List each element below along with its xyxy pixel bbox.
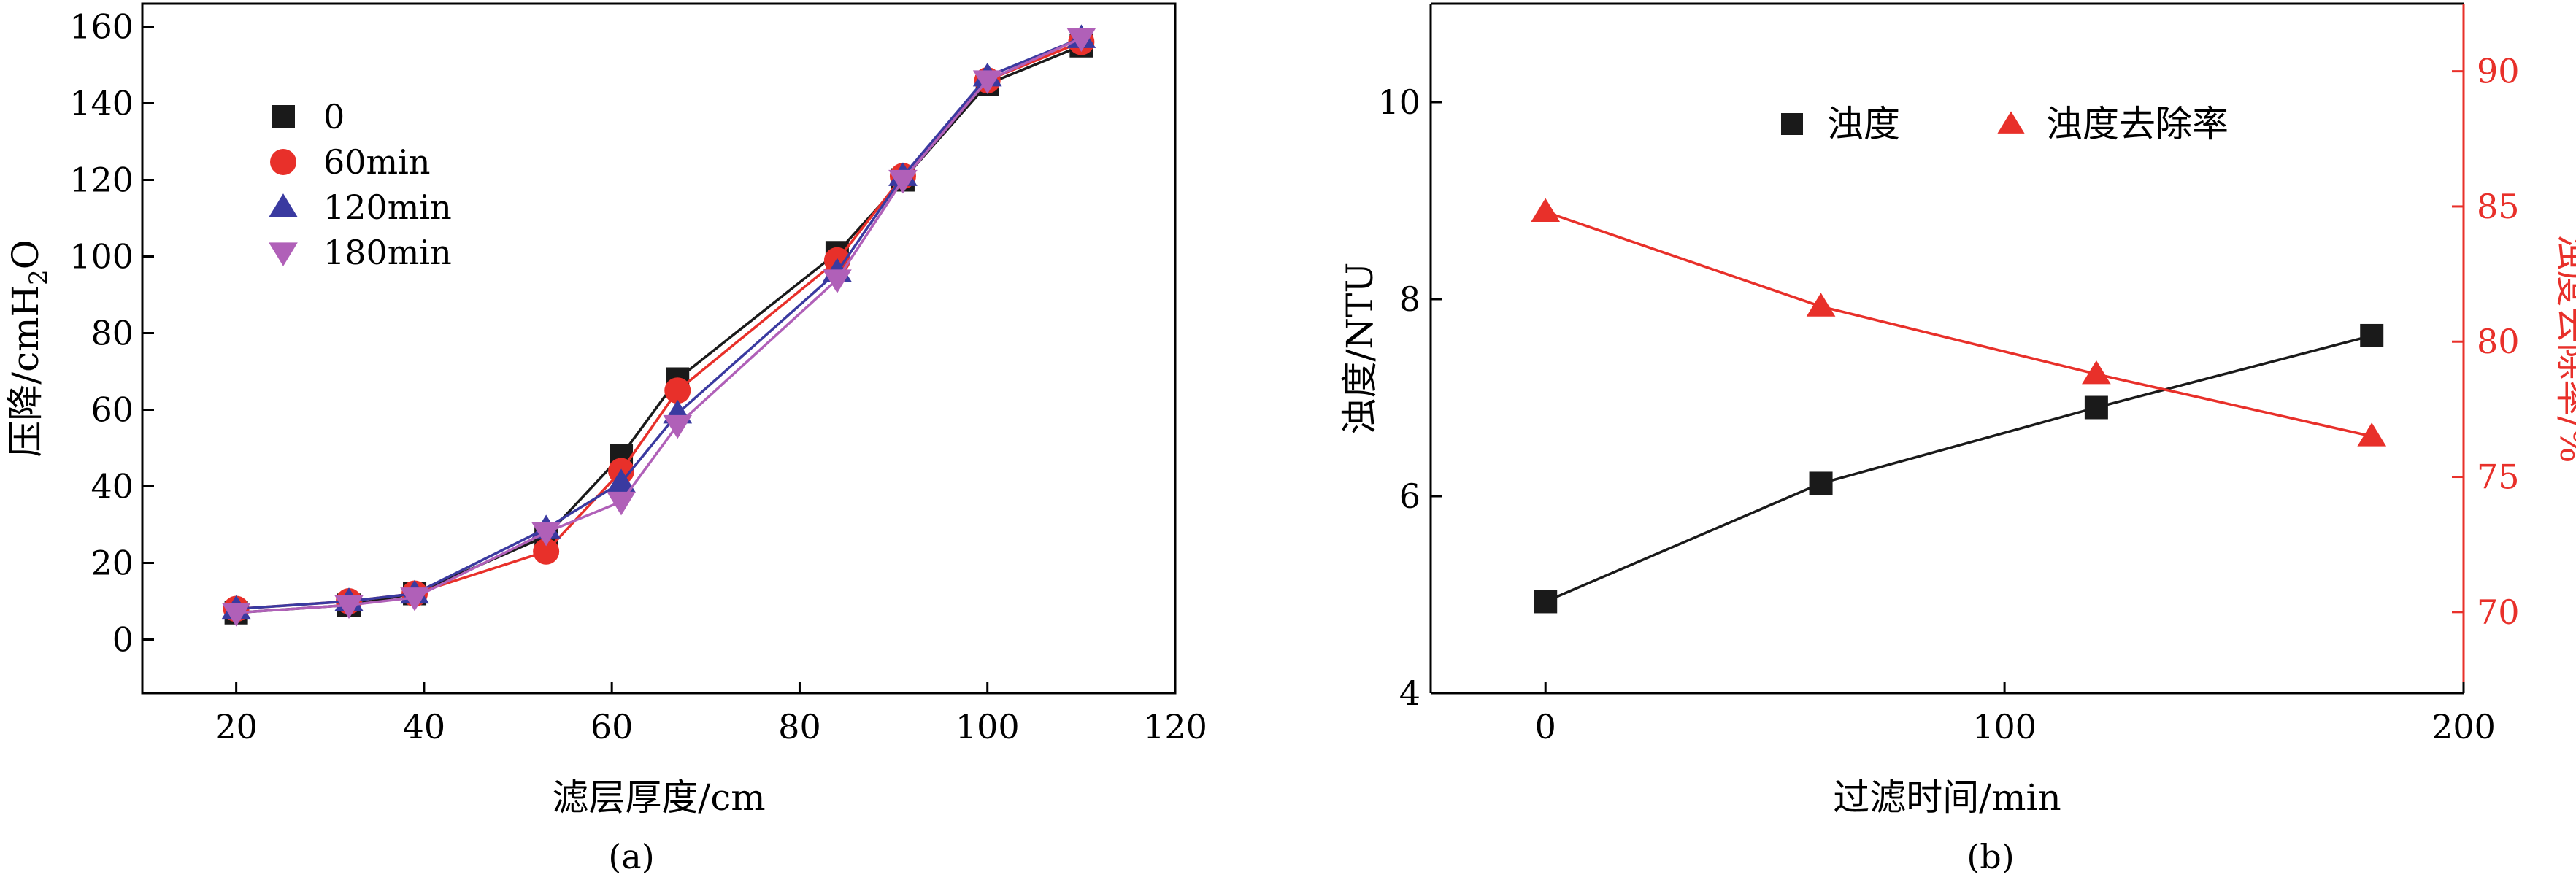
data-point-b-浊度去除率 (1531, 198, 1561, 223)
legend-marker-a-0 (272, 105, 295, 128)
legend-label-a-120min: 120min (323, 188, 452, 227)
chart-panel-b: (b) 0 100 200 4 6 8 10 70 75 80 85 90 过滤时间/min 浊度/NTU… (1339, 2, 2576, 876)
data-point-b-浊度 (1809, 471, 1833, 495)
y-tick-label-right-b: 70 (2477, 593, 2520, 632)
data-point-a-180min (221, 603, 251, 627)
x-tick-label-a: 60 (591, 707, 634, 746)
x-tick-label-a: 40 (403, 707, 446, 746)
y-tick-label-a: 80 (91, 314, 134, 353)
chart-panel-a: (a) 20 40 60 80 100 120020406080100120140160滤… (4, 2, 1207, 876)
y-tick-label-a: 0 (112, 620, 134, 660)
data-point-b-浊度 (2084, 395, 2108, 420)
data-point-b-浊度去除率 (2082, 360, 2111, 385)
series-line-a-0 (236, 45, 1083, 614)
plot-frame-a (141, 2, 1177, 695)
x-axis-title-b: 过滤时间/min (1833, 776, 2061, 819)
y-tick-label-right-b: 80 (2477, 322, 2520, 361)
legend-marker-a-60min (270, 149, 296, 175)
data-point-a-180min (823, 269, 852, 293)
legend-label-a-180min: 180min (323, 233, 452, 272)
data-point-a-60min (664, 377, 691, 404)
panel-b-label: (b) (1966, 837, 2014, 876)
y-tick-label-a: 40 (91, 467, 134, 506)
series-line-b-浊度去除率 (1545, 210, 2372, 438)
legend-marker-a-180min (269, 242, 298, 266)
x-tick-label-b: 200 (2431, 707, 2496, 746)
y-tick-label-right-b: 90 (2477, 52, 2520, 91)
y-tick-label-left-b: 6 (1399, 476, 1420, 516)
y-tick-label-a: 160 (69, 7, 134, 47)
legend-marker-b-浊度去除率 (1997, 111, 2025, 134)
x-tick-label-a: 20 (215, 707, 258, 746)
y-axis-title-tail-a: O (4, 239, 47, 269)
x-tick-label-b: 0 (1535, 707, 1556, 746)
x-tick-label-b: 100 (1972, 707, 2037, 746)
data-point-a-180min (972, 70, 1002, 94)
data-point-b-浊度去除率 (1806, 293, 1836, 317)
y-tick-label-a: 100 (69, 237, 134, 277)
series-line-b-浊度 (1545, 334, 2372, 603)
y-axis-title-right-b: 浊度去除率/% (2552, 233, 2576, 463)
y-axis-title-a: 压降/cmH2O (4, 239, 53, 458)
data-point-a-180min (400, 587, 429, 611)
legend-label-a-0: 0 (323, 97, 345, 136)
legend-marker-b-浊度 (1781, 113, 1803, 135)
y-tick-label-a: 60 (91, 390, 134, 430)
panel-a-label: (a) (608, 837, 654, 876)
data-point-b-浊度去除率 (2357, 422, 2387, 447)
y-tick-label-left-b: 10 (1377, 82, 1420, 122)
y-axis-title-sub-a: 2 (24, 269, 53, 285)
data-point-a-180min (607, 491, 636, 516)
data-point-a-60min (533, 538, 560, 565)
x-axis-title-a: 滤层厚度/cm (552, 776, 765, 819)
y-tick-label-a: 20 (91, 544, 134, 583)
series-line-a-120min (236, 36, 1083, 611)
y-axis-title-main-a: 压降/cmH (4, 285, 47, 458)
legend-label-b-浊度去除率: 浊度去除率 (2046, 103, 2229, 145)
data-point-b-浊度 (2360, 323, 2384, 347)
data-point-a-180min (1066, 28, 1096, 53)
y-tick-label-right-b: 75 (2477, 458, 2520, 497)
legend-label-b-浊度: 浊度 (1827, 103, 1900, 145)
series-line-a-60min (236, 40, 1083, 611)
y-tick-label-a: 140 (69, 84, 134, 123)
data-point-a-180min (531, 522, 561, 547)
y-tick-label-a: 120 (69, 161, 134, 200)
x-tick-label-a: 100 (956, 707, 1020, 746)
data-point-a-180min (888, 169, 918, 194)
y-tick-label-left-b: 8 (1399, 279, 1420, 319)
series-line-a-180min (236, 36, 1083, 614)
data-point-b-浊度 (1534, 590, 1558, 614)
x-tick-label-a: 120 (1143, 707, 1207, 746)
data-point-a-180min (334, 595, 364, 620)
legend-label-a-60min: 60min (323, 142, 431, 182)
data-point-a-180min (663, 414, 693, 439)
legend-marker-a-120min (269, 193, 298, 217)
y-axis-title-left-b: 浊度/NTU (1339, 262, 1381, 434)
y-tick-label-right-b: 85 (2477, 187, 2520, 226)
y-tick-label-left-b: 4 (1399, 673, 1420, 713)
data-point-a-120min (607, 468, 636, 493)
x-tick-label-a: 80 (778, 707, 821, 746)
